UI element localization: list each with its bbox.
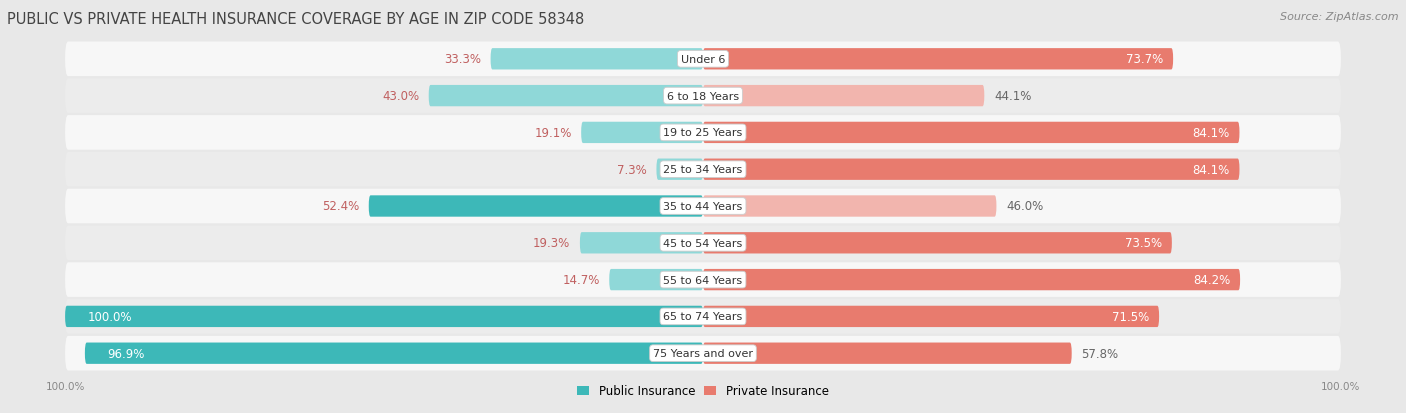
- FancyBboxPatch shape: [368, 196, 703, 217]
- Text: 19.1%: 19.1%: [534, 127, 572, 140]
- Text: 52.4%: 52.4%: [322, 200, 359, 213]
- FancyBboxPatch shape: [65, 152, 1341, 187]
- FancyBboxPatch shape: [703, 159, 1240, 180]
- Text: 65 to 74 Years: 65 to 74 Years: [664, 312, 742, 322]
- FancyBboxPatch shape: [65, 79, 1341, 114]
- Text: 71.5%: 71.5%: [1112, 310, 1150, 323]
- FancyBboxPatch shape: [703, 269, 1240, 291]
- FancyBboxPatch shape: [703, 49, 1173, 70]
- FancyBboxPatch shape: [65, 116, 1341, 150]
- Legend: Public Insurance, Private Insurance: Public Insurance, Private Insurance: [572, 380, 834, 402]
- Text: 100.0%: 100.0%: [1322, 381, 1361, 391]
- FancyBboxPatch shape: [65, 226, 1341, 261]
- FancyBboxPatch shape: [657, 159, 703, 180]
- FancyBboxPatch shape: [84, 343, 703, 364]
- Text: Under 6: Under 6: [681, 55, 725, 65]
- FancyBboxPatch shape: [429, 86, 703, 107]
- Text: PUBLIC VS PRIVATE HEALTH INSURANCE COVERAGE BY AGE IN ZIP CODE 58348: PUBLIC VS PRIVATE HEALTH INSURANCE COVER…: [7, 12, 585, 27]
- FancyBboxPatch shape: [703, 122, 1240, 144]
- Text: 73.7%: 73.7%: [1126, 53, 1164, 66]
- Text: 100.0%: 100.0%: [45, 381, 84, 391]
- Text: 35 to 44 Years: 35 to 44 Years: [664, 202, 742, 211]
- Text: 57.8%: 57.8%: [1081, 347, 1118, 360]
- Text: 43.0%: 43.0%: [382, 90, 419, 103]
- FancyBboxPatch shape: [581, 122, 703, 144]
- Text: 46.0%: 46.0%: [1007, 200, 1043, 213]
- FancyBboxPatch shape: [703, 86, 984, 107]
- Text: 45 to 54 Years: 45 to 54 Years: [664, 238, 742, 248]
- Text: 55 to 64 Years: 55 to 64 Years: [664, 275, 742, 285]
- Text: Source: ZipAtlas.com: Source: ZipAtlas.com: [1281, 12, 1399, 22]
- FancyBboxPatch shape: [703, 196, 997, 217]
- FancyBboxPatch shape: [703, 306, 1159, 327]
- FancyBboxPatch shape: [65, 189, 1341, 224]
- Text: 6 to 18 Years: 6 to 18 Years: [666, 91, 740, 101]
- Text: 84.1%: 84.1%: [1192, 127, 1230, 140]
- FancyBboxPatch shape: [65, 299, 1341, 334]
- FancyBboxPatch shape: [579, 233, 703, 254]
- Text: 73.5%: 73.5%: [1125, 237, 1163, 250]
- Text: 96.9%: 96.9%: [107, 347, 145, 360]
- Text: 7.3%: 7.3%: [617, 163, 647, 176]
- Text: 33.3%: 33.3%: [444, 53, 481, 66]
- Text: 100.0%: 100.0%: [87, 310, 132, 323]
- FancyBboxPatch shape: [65, 306, 703, 327]
- FancyBboxPatch shape: [65, 263, 1341, 297]
- Text: 14.7%: 14.7%: [562, 273, 599, 286]
- FancyBboxPatch shape: [703, 233, 1171, 254]
- Text: 19.3%: 19.3%: [533, 237, 571, 250]
- FancyBboxPatch shape: [491, 49, 703, 70]
- FancyBboxPatch shape: [65, 336, 1341, 370]
- FancyBboxPatch shape: [703, 343, 1071, 364]
- Text: 44.1%: 44.1%: [994, 90, 1031, 103]
- FancyBboxPatch shape: [609, 269, 703, 291]
- Text: 84.2%: 84.2%: [1194, 273, 1230, 286]
- Text: 84.1%: 84.1%: [1192, 163, 1230, 176]
- Text: 75 Years and over: 75 Years and over: [652, 348, 754, 358]
- FancyBboxPatch shape: [65, 43, 1341, 77]
- Text: 19 to 25 Years: 19 to 25 Years: [664, 128, 742, 138]
- Text: 25 to 34 Years: 25 to 34 Years: [664, 165, 742, 175]
